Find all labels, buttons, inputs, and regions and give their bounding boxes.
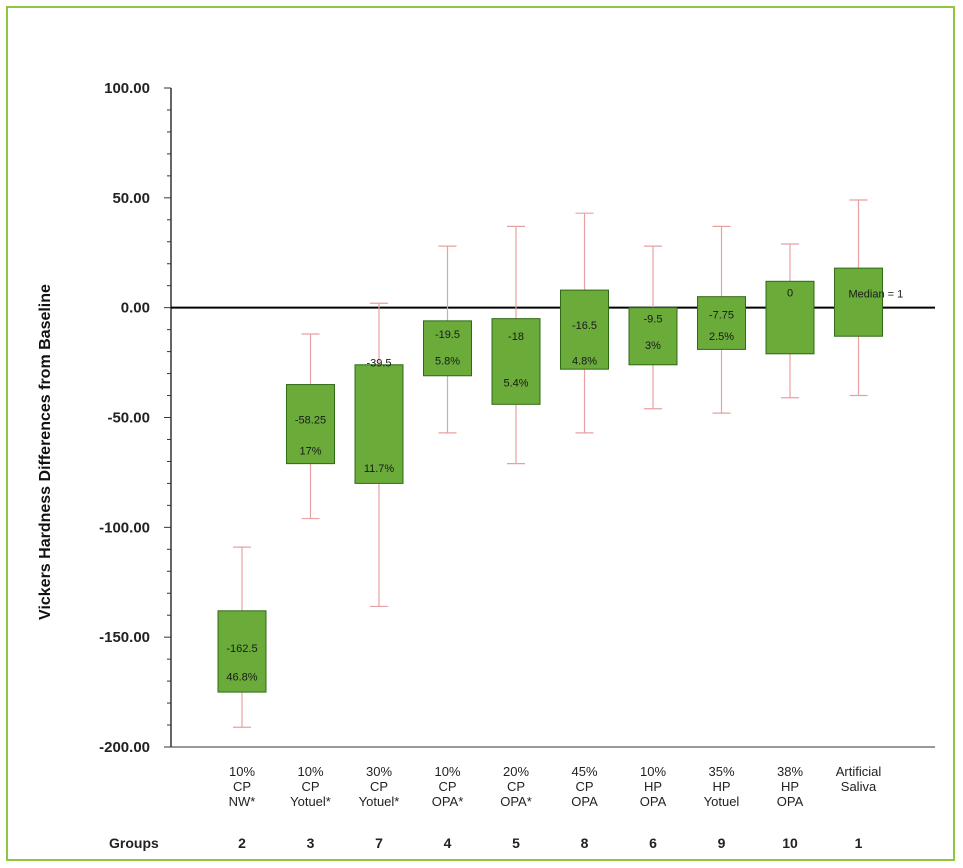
x-category-label: 10% — [229, 764, 255, 779]
x-category-label: OPA — [571, 794, 598, 809]
x-category-label: CP — [575, 779, 593, 794]
x-category-label: 35% — [708, 764, 734, 779]
boxes: -162.546.8%-58.2517%-39.511.7%-19.55.8%-… — [217, 199, 904, 728]
box — [765, 280, 815, 355]
y-tick-label: 100.00 — [104, 80, 150, 97]
box-median-label: -9.5 — [644, 314, 663, 326]
y-axis-label: Vickers Hardness Differences from Baseli… — [37, 284, 54, 620]
x-category-label: 10% — [297, 764, 323, 779]
x-category-label: CP — [370, 779, 388, 794]
box — [560, 289, 609, 370]
x-category-label: CP — [438, 779, 456, 794]
box-percent-label: 3% — [645, 340, 661, 352]
groups-label: Groups — [109, 835, 159, 851]
x-category-label: HP — [644, 779, 662, 794]
x-category-label: CP — [301, 779, 319, 794]
box-group: -18 5.4% — [491, 225, 541, 465]
box-percent-label: 46.8% — [226, 672, 257, 684]
x-category-label: 10% — [640, 764, 666, 779]
x-category-label: 10% — [434, 764, 460, 779]
box-group: -19.5 5.8% — [423, 245, 472, 434]
box-median-label: -7.75 — [709, 309, 734, 321]
x-category-label: Yotuel* — [290, 794, 331, 809]
box — [834, 267, 883, 337]
x-category-label: Saliva — [841, 779, 877, 794]
box-group — [834, 199, 883, 397]
box — [491, 318, 541, 405]
y-tick-label: 50.00 — [112, 190, 150, 207]
x-category-label: CP — [507, 779, 525, 794]
box-group: -58.25 17% — [286, 333, 335, 520]
group-number: 8 — [581, 835, 589, 851]
box-percent-label: 5.8% — [435, 355, 460, 367]
box — [628, 307, 678, 366]
y-tick-label: -200.00 — [99, 739, 150, 756]
x-category-label: OPA* — [432, 794, 464, 809]
box-percent-label: 5.4% — [503, 377, 528, 389]
group-number: 1 — [855, 835, 863, 851]
x-category-label: 38% — [777, 764, 803, 779]
group-number: 4 — [444, 835, 452, 851]
group-number: 9 — [718, 835, 726, 851]
y-tick-labels: 100.00 50.00 0.00 -50.00 -100.00 -150.00 -200.… — [99, 80, 150, 756]
box-percent-label: 2.5% — [709, 331, 734, 343]
x-category-label: Yotuel — [704, 794, 740, 809]
box-percent-label: 17% — [299, 445, 321, 457]
box — [697, 296, 746, 350]
box-median-label: -58.25 — [295, 415, 326, 427]
group-number: 3 — [307, 835, 315, 851]
box-median-label: -18 — [508, 331, 524, 343]
y-tick-label: -150.00 — [99, 629, 150, 646]
box — [354, 364, 404, 484]
box-median-label: -16.5 — [572, 320, 597, 332]
box-group: -7.75 2.5% — [697, 225, 746, 414]
chart-frame — [6, 6, 955, 861]
x-category-label: Artificial — [836, 764, 882, 779]
median-annotation: Median = 1 — [849, 289, 904, 301]
y-tick-label: -100.00 — [99, 519, 150, 536]
y-axis — [164, 87, 935, 748]
box — [217, 610, 267, 693]
x-category-label: HP — [781, 779, 799, 794]
x-category-label: Yotuel* — [359, 794, 400, 809]
box-group: -39.5 11.7% — [354, 302, 404, 608]
y-tick-label: -50.00 — [107, 410, 150, 427]
box — [286, 384, 335, 465]
box-group: -16.5 4.8% — [560, 212, 609, 434]
x-category-label: 30% — [366, 764, 392, 779]
box-percent-label: 4.8% — [572, 355, 597, 367]
box-median-label: 0 — [787, 287, 793, 299]
group-number: 7 — [375, 835, 383, 851]
x-category-labels: 10%CPNW*10%CPYotuel*30%CPYotuel*10%CPOPA… — [229, 764, 882, 809]
box — [423, 320, 472, 377]
box-median-label: -39.5 — [366, 358, 391, 370]
group-numbers: 2 3 7 4 5 8 6 9 10 1 — [238, 835, 863, 851]
y-tick-label: 0.00 — [121, 300, 150, 317]
x-category-label: 45% — [571, 764, 597, 779]
x-category-label: NW* — [229, 794, 256, 809]
x-category-label: OPA* — [500, 794, 532, 809]
group-number: 2 — [238, 835, 246, 851]
box-group: -162.5 46.8% — [217, 546, 267, 728]
box-median-label: -19.5 — [435, 329, 460, 341]
x-category-label: CP — [233, 779, 251, 794]
x-category-label: 20% — [503, 764, 529, 779]
box-percent-label: 11.7% — [364, 463, 395, 475]
group-number: 5 — [512, 835, 520, 851]
group-number: 6 — [649, 835, 657, 851]
x-category-label: OPA — [777, 794, 804, 809]
box-group: 0 — [765, 243, 815, 399]
x-category-label: HP — [712, 779, 730, 794]
box-group: -9.5 3% — [628, 245, 678, 410]
group-number: 10 — [782, 835, 798, 851]
x-category-label: OPA — [640, 794, 667, 809]
box-median-label: -162.5 — [226, 643, 257, 655]
